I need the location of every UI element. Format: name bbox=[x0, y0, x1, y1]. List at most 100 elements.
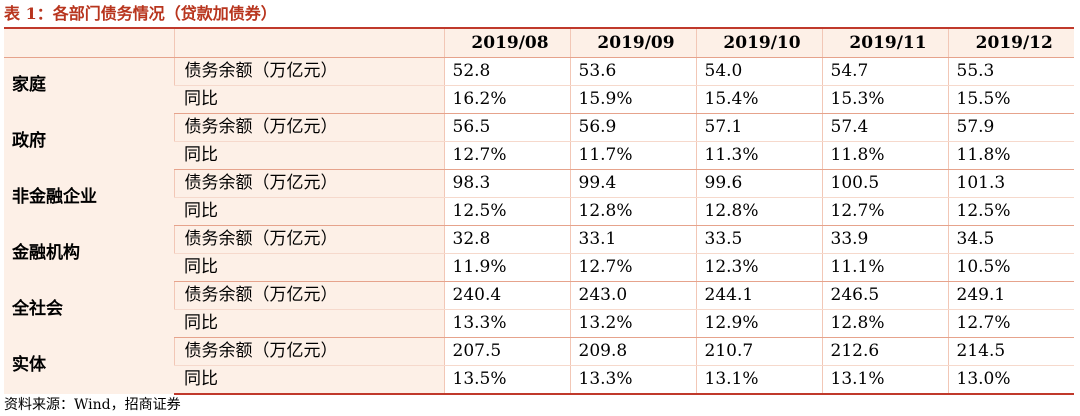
column-header: 2019/12 bbox=[947, 27, 1074, 58]
column-header: 2019/10 bbox=[695, 27, 822, 58]
value-cell: 13.1% bbox=[695, 365, 822, 395]
value-cell: 15.9% bbox=[569, 85, 696, 114]
header-empty-category bbox=[4, 27, 174, 58]
value-cell: 16.2% bbox=[443, 85, 570, 114]
table-row: 同比 16.2% 15.9% 15.4% 15.3% 15.5% bbox=[4, 85, 1074, 114]
metric-label: 同比 bbox=[174, 309, 444, 338]
table-row: 实体 债务余额（万亿元） 207.5 209.8 210.7 212.6 214.5 bbox=[4, 337, 1074, 394]
value-cell: 13.1% bbox=[821, 365, 948, 395]
value-cell: 12.8% bbox=[695, 197, 822, 226]
value-cell: 207.5 bbox=[443, 337, 570, 366]
value-cell: 11.3% bbox=[695, 141, 822, 170]
value-cell: 209.8 bbox=[569, 337, 696, 366]
value-cell: 10.5% bbox=[947, 253, 1074, 282]
table-title: 表 1：各部门债务情况（贷款加债券） bbox=[4, 4, 277, 23]
value-cell: 56.5 bbox=[443, 113, 570, 142]
metric-label: 同比 bbox=[174, 253, 444, 282]
value-cell: 33.5 bbox=[695, 225, 822, 254]
header-row: 2019/08 2019/09 2019/10 2019/11 2019/12 bbox=[4, 27, 1074, 58]
table-row: 同比 11.9% 12.7% 12.3% 11.1% 10.5% bbox=[4, 253, 1074, 282]
table-body: 家庭 债务余额（万亿元） 52.8 53.6 54.0 54.7 55.3 同比 16.2% 15… bbox=[4, 57, 1074, 395]
column-header: 2019/11 bbox=[821, 27, 948, 58]
value-cell: 12.8% bbox=[821, 309, 948, 338]
table-row: 非金融企业 债务余额（万亿元） 98.3 99.4 99.6 100.5 101.3 bbox=[4, 169, 1074, 226]
value-cell: 210.7 bbox=[695, 337, 822, 366]
value-cell: 246.5 bbox=[821, 281, 948, 310]
source-note: 资料来源：Wind，招商证券 bbox=[4, 397, 181, 413]
value-cell: 57.1 bbox=[695, 113, 822, 142]
value-cell: 13.2% bbox=[569, 309, 696, 338]
value-cell: 11.8% bbox=[947, 141, 1074, 170]
category-label: 非金融企业 bbox=[4, 169, 174, 226]
value-cell: 12.7% bbox=[569, 253, 696, 282]
table-row: 全社会 债务余额（万亿元） 240.4 243.0 244.1 246.5 249.1 bbox=[4, 281, 1074, 338]
value-cell: 13.5% bbox=[443, 365, 570, 395]
category-label: 家庭 bbox=[4, 57, 174, 114]
value-cell: 12.7% bbox=[947, 309, 1074, 338]
value-cell: 11.1% bbox=[821, 253, 948, 282]
table-row: 同比 12.7% 11.7% 11.3% 11.8% 11.8% bbox=[4, 141, 1074, 170]
category-label: 实体 bbox=[4, 337, 174, 394]
value-cell: 34.5 bbox=[947, 225, 1074, 254]
value-cell: 13.3% bbox=[569, 365, 696, 395]
table-row: 金融机构 债务余额（万亿元） 32.8 33.1 33.5 33.9 34.5 bbox=[4, 225, 1074, 282]
header-empty-metric bbox=[173, 27, 444, 58]
value-cell: 249.1 bbox=[947, 281, 1074, 310]
metric-label: 同比 bbox=[174, 197, 444, 226]
value-cell: 12.7% bbox=[443, 141, 570, 170]
metric-label: 债务余额（万亿元） bbox=[173, 337, 444, 366]
category-label: 政府 bbox=[4, 113, 174, 170]
value-cell: 57.9 bbox=[947, 113, 1074, 142]
value-cell: 13.0% bbox=[947, 365, 1074, 395]
value-cell: 52.8 bbox=[443, 57, 570, 86]
value-cell: 101.3 bbox=[947, 169, 1074, 198]
value-cell: 55.3 bbox=[947, 57, 1074, 86]
value-cell: 11.9% bbox=[443, 253, 570, 282]
value-cell: 32.8 bbox=[443, 225, 570, 254]
value-cell: 54.0 bbox=[695, 57, 822, 86]
value-cell: 13.3% bbox=[443, 309, 570, 338]
value-cell: 12.7% bbox=[821, 197, 948, 226]
value-cell: 11.8% bbox=[821, 141, 948, 170]
value-cell: 244.1 bbox=[695, 281, 822, 310]
metric-label: 债务余额（万亿元） bbox=[173, 169, 444, 198]
value-cell: 15.5% bbox=[947, 85, 1074, 114]
metric-label: 同比 bbox=[174, 365, 444, 395]
value-cell: 99.6 bbox=[695, 169, 822, 198]
value-cell: 57.4 bbox=[821, 113, 948, 142]
category-label: 金融机构 bbox=[4, 225, 174, 282]
value-cell: 12.5% bbox=[947, 197, 1074, 226]
table-row: 家庭 债务余额（万亿元） 52.8 53.6 54.0 54.7 55.3 bbox=[4, 57, 1074, 114]
value-cell: 99.4 bbox=[569, 169, 696, 198]
value-cell: 12.5% bbox=[443, 197, 570, 226]
value-cell: 15.4% bbox=[695, 85, 822, 114]
metric-label: 债务余额（万亿元） bbox=[173, 57, 444, 86]
value-cell: 12.3% bbox=[695, 253, 822, 282]
value-cell: 33.1 bbox=[569, 225, 696, 254]
value-cell: 11.7% bbox=[569, 141, 696, 170]
value-cell: 15.3% bbox=[821, 85, 948, 114]
metric-label: 债务余额（万亿元） bbox=[173, 113, 444, 142]
value-cell: 12.8% bbox=[569, 197, 696, 226]
metric-label: 同比 bbox=[174, 85, 444, 114]
value-cell: 214.5 bbox=[947, 337, 1074, 366]
column-header: 2019/09 bbox=[569, 27, 696, 58]
metric-label: 债务余额（万亿元） bbox=[173, 225, 444, 254]
value-cell: 12.9% bbox=[695, 309, 822, 338]
debt-table: 2019/08 2019/09 2019/10 2019/11 2019/12 … bbox=[4, 27, 1074, 395]
value-cell: 33.9 bbox=[821, 225, 948, 254]
value-cell: 240.4 bbox=[443, 281, 570, 310]
table-row: 政府 债务余额（万亿元） 56.5 56.9 57.1 57.4 57.9 bbox=[4, 113, 1074, 170]
value-cell: 212.6 bbox=[821, 337, 948, 366]
table-row: 同比 13.3% 13.2% 12.9% 12.8% 12.7% bbox=[4, 309, 1074, 338]
value-cell: 98.3 bbox=[443, 169, 570, 198]
metric-label: 同比 bbox=[174, 141, 444, 170]
category-label: 全社会 bbox=[4, 281, 174, 338]
value-cell: 56.9 bbox=[569, 113, 696, 142]
metric-label: 债务余额（万亿元） bbox=[173, 281, 444, 310]
table-row: 同比 13.5% 13.3% 13.1% 13.1% 13.0% bbox=[4, 365, 1074, 395]
value-cell: 53.6 bbox=[569, 57, 696, 86]
value-cell: 243.0 bbox=[569, 281, 696, 310]
value-cell: 54.7 bbox=[821, 57, 948, 86]
value-cell: 100.5 bbox=[821, 169, 948, 198]
